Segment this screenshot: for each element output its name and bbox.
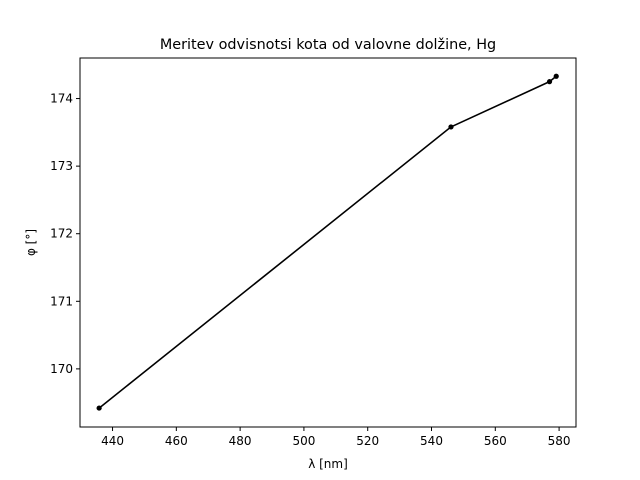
y-tick-label: 170 <box>50 362 73 376</box>
data-point <box>553 73 559 79</box>
x-tick-label: 500 <box>292 434 315 448</box>
series-line <box>98 75 557 409</box>
x-axis: 440 460 480 500 520 540 560 580 <box>101 427 571 448</box>
plot-area <box>96 73 559 411</box>
x-tick-label: 580 <box>548 434 571 448</box>
x-tick-label: 460 <box>165 434 188 448</box>
axes-frame <box>79 57 577 428</box>
data-point <box>448 124 454 130</box>
chart-title: Meritev odvisnotsi kota od valovne dolži… <box>160 37 496 53</box>
x-tick-label: 560 <box>484 434 507 448</box>
y-tick-label: 171 <box>50 294 73 308</box>
y-tick-label: 172 <box>50 227 73 241</box>
x-tick-label: 540 <box>420 434 443 448</box>
data-point <box>546 79 553 85</box>
x-tick-label: 440 <box>101 434 124 448</box>
x-tick-label: 520 <box>356 434 379 448</box>
y-tick-label: 174 <box>50 92 73 106</box>
x-axis-label: λ [nm] <box>308 457 348 471</box>
x-tick-label: 480 <box>229 434 252 448</box>
y-tick-label: 173 <box>50 159 73 173</box>
y-axis: 170 171 172 173 174 <box>50 92 80 376</box>
y-axis-label: φ [°] <box>24 229 38 256</box>
data-point <box>96 405 102 411</box>
